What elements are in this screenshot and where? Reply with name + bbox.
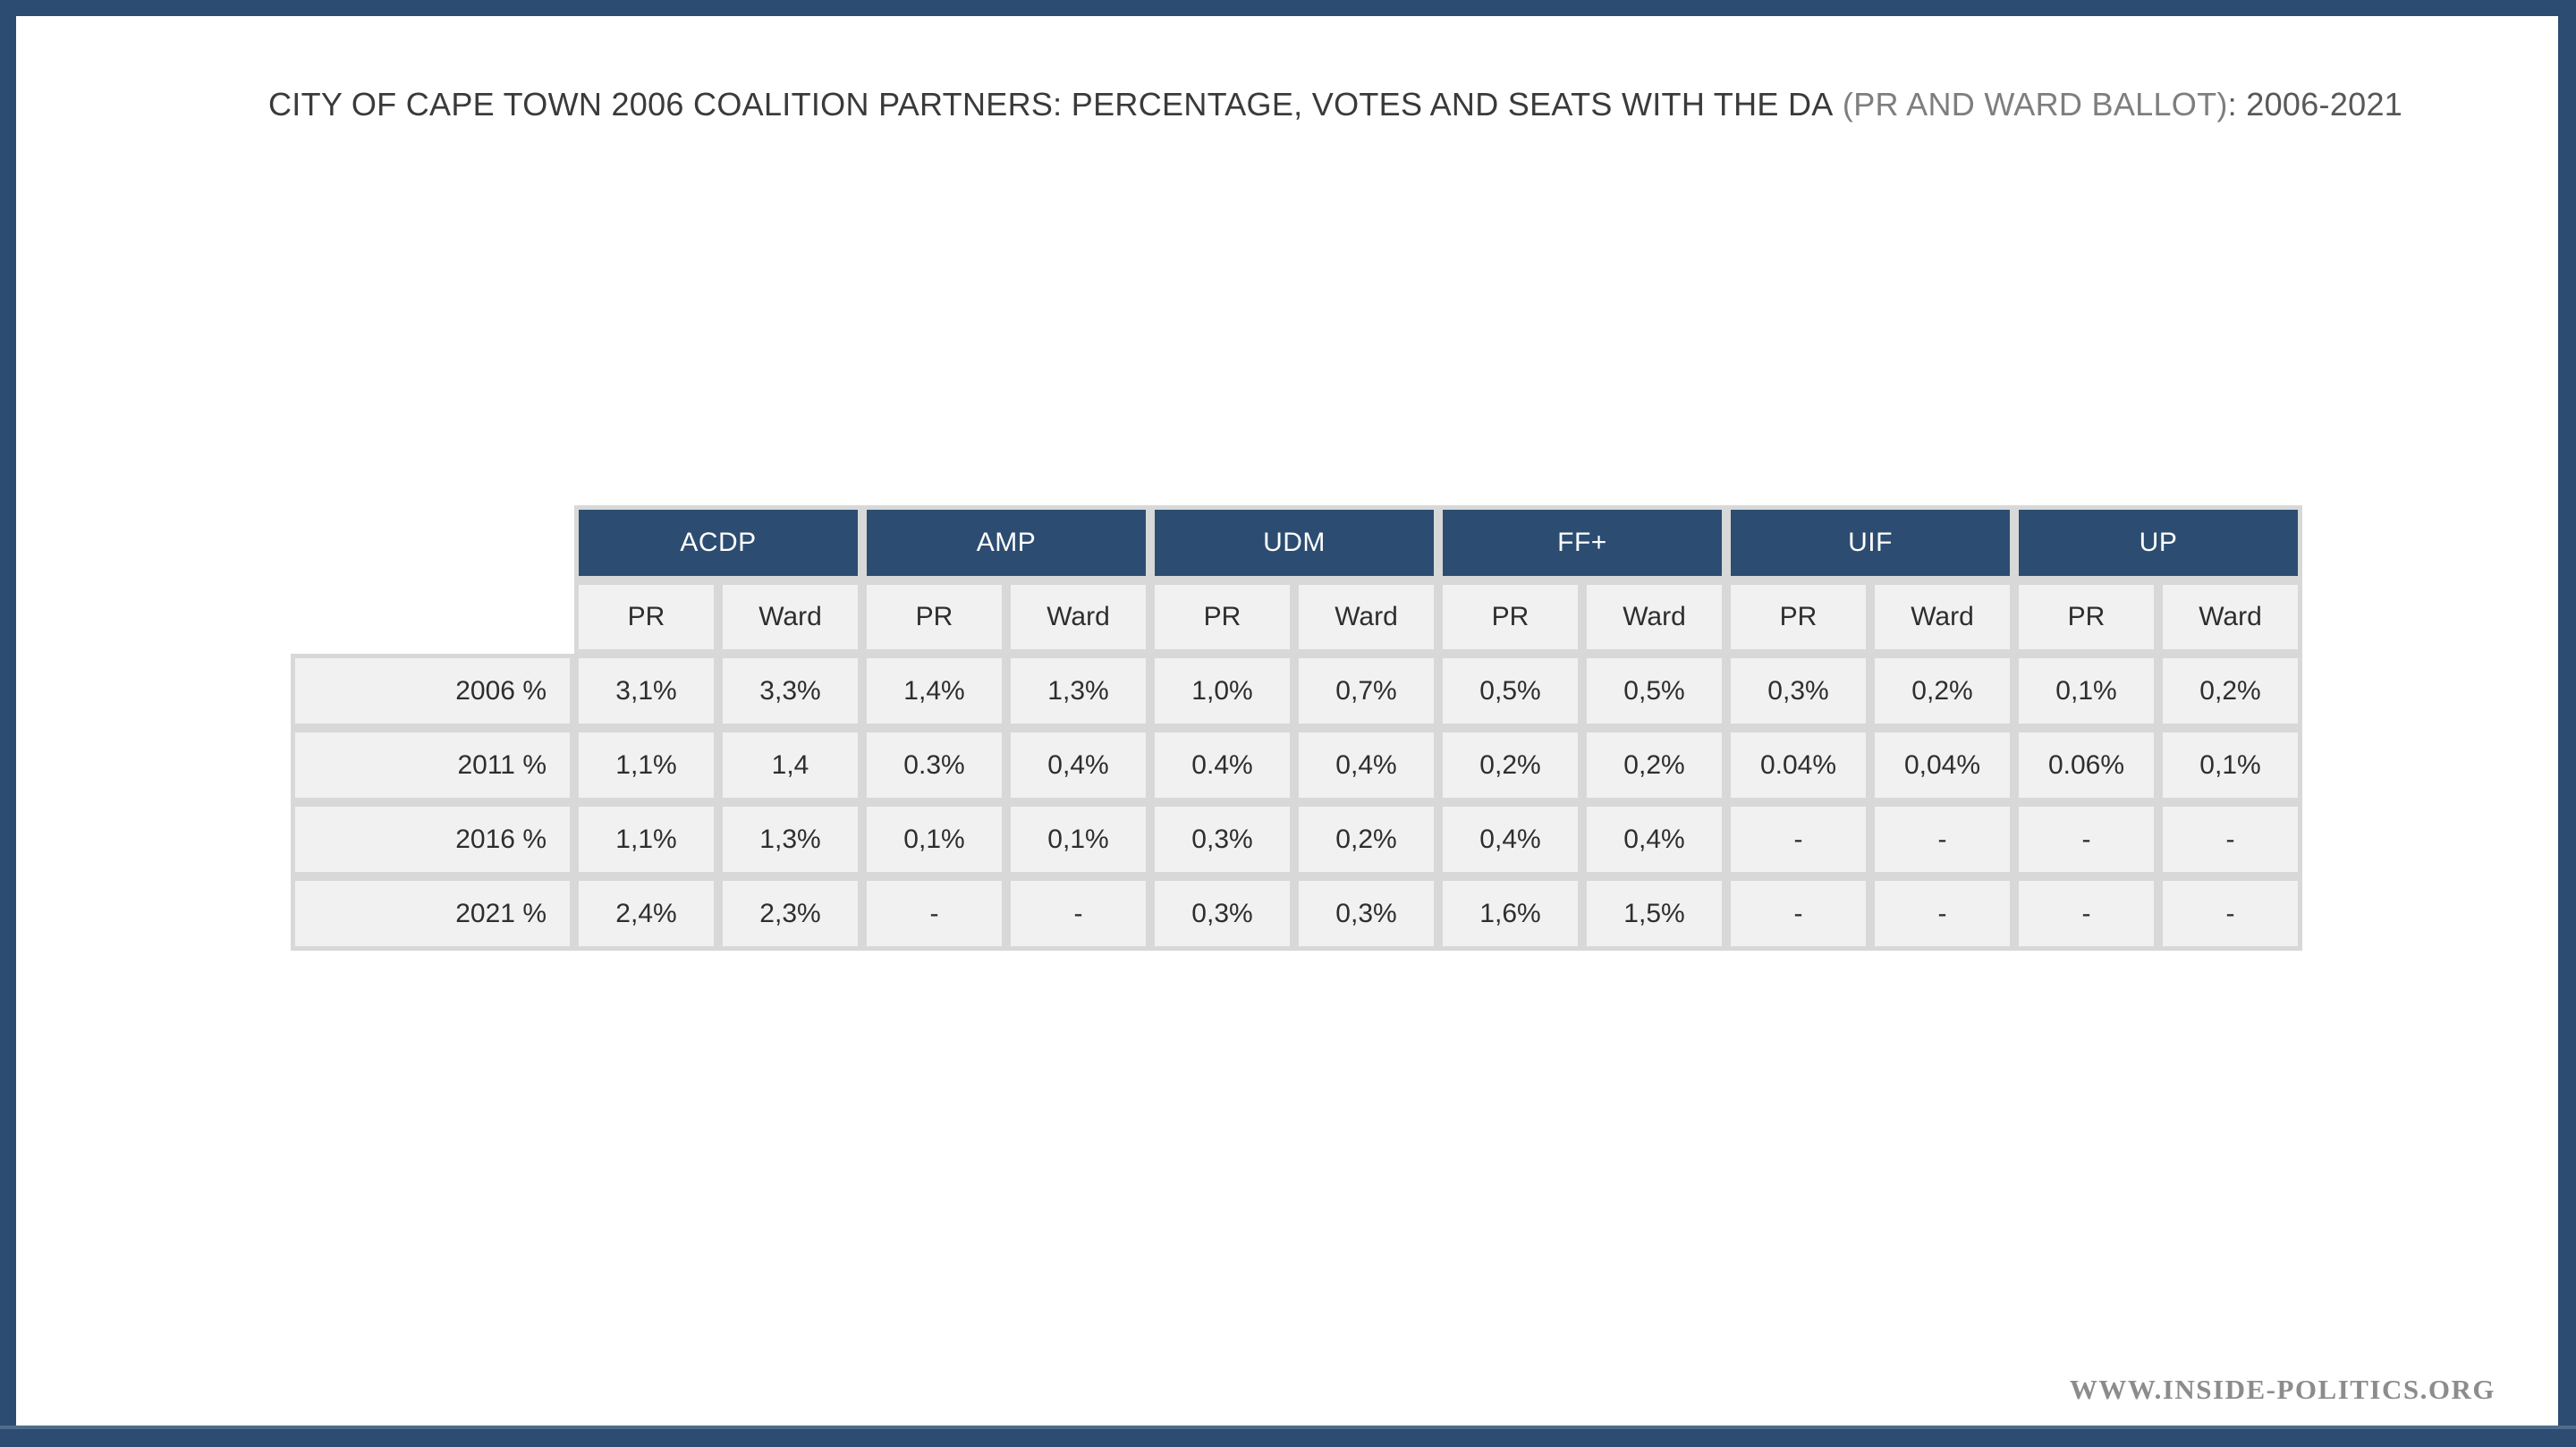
value-cell: 0,3% xyxy=(1294,876,1438,951)
value-cell: 0,4% xyxy=(1294,728,1438,802)
party-header-cell: FF+ xyxy=(1438,505,1726,580)
value-cell: 0,1% xyxy=(1006,802,1150,876)
subheader-cell: Ward xyxy=(1870,580,2014,654)
value-cell: - xyxy=(2014,876,2158,951)
slide-title: CITY OF CAPE TOWN 2006 COALITION PARTNER… xyxy=(268,86,2402,123)
subheader-cell: PR xyxy=(1438,580,1582,654)
party-header-cell: UDM xyxy=(1150,505,1438,580)
value-cell: 0,3% xyxy=(1726,654,1870,728)
frame-left-border xyxy=(0,0,16,1447)
value-cell: - xyxy=(862,876,1006,951)
value-cell: - xyxy=(1726,802,1870,876)
value-cell: 0,4% xyxy=(1438,802,1582,876)
value-cell: 1,4 xyxy=(718,728,862,802)
subheader-cell: Ward xyxy=(718,580,862,654)
subheader-cell: Ward xyxy=(1294,580,1438,654)
frame-top-border xyxy=(0,0,2576,16)
value-cell: 0,7% xyxy=(1294,654,1438,728)
year-label-cell: 2006 % xyxy=(291,654,574,728)
subheader-cell: PR xyxy=(1150,580,1294,654)
value-cell: 0,4% xyxy=(1582,802,1726,876)
value-cell: 3,3% xyxy=(718,654,862,728)
subheader-cell: Ward xyxy=(1006,580,1150,654)
subheader-cell: Ward xyxy=(2158,580,2302,654)
value-cell: 0,5% xyxy=(1582,654,1726,728)
value-cell: 2,3% xyxy=(718,876,862,951)
table-corner-spacer xyxy=(291,580,574,654)
value-cell: 0,1% xyxy=(2014,654,2158,728)
slide-title-suffix: : 2006-2021 xyxy=(2227,86,2403,123)
value-cell: 1,1% xyxy=(574,728,718,802)
frame-bottom-border xyxy=(0,1426,2576,1447)
value-cell: 0,2% xyxy=(2158,654,2302,728)
value-cell: 3,1% xyxy=(574,654,718,728)
value-cell: 1,0% xyxy=(1150,654,1294,728)
value-cell: - xyxy=(1726,876,1870,951)
value-cell: 0,2% xyxy=(1294,802,1438,876)
party-header-cell: UIF xyxy=(1726,505,2014,580)
subheader-cell: Ward xyxy=(1582,580,1726,654)
value-cell: 0,2% xyxy=(1438,728,1582,802)
value-cell: 1,3% xyxy=(718,802,862,876)
value-cell: 0,5% xyxy=(1438,654,1582,728)
watermark: WWW.INSIDE-POLITICS.ORG xyxy=(2069,1374,2496,1405)
slide-title-main: CITY OF CAPE TOWN 2006 COALITION PARTNER… xyxy=(268,86,1834,123)
subheader-cell: PR xyxy=(2014,580,2158,654)
value-cell: 0,1% xyxy=(862,802,1006,876)
value-cell: 1,1% xyxy=(574,802,718,876)
value-cell: - xyxy=(2158,802,2302,876)
coalition-table: ACDP AMP UDM FF+ UIF UP PR Ward PR Ward … xyxy=(291,505,2302,951)
value-cell: 0,1% xyxy=(2158,728,2302,802)
party-header-cell: AMP xyxy=(862,505,1150,580)
value-cell: 1,4% xyxy=(862,654,1006,728)
value-cell: 0,3% xyxy=(1150,876,1294,951)
value-cell: - xyxy=(1870,876,2014,951)
table-corner-spacer xyxy=(291,505,574,580)
value-cell: - xyxy=(1870,802,2014,876)
value-cell: 0.4% xyxy=(1150,728,1294,802)
subheader-cell: PR xyxy=(574,580,718,654)
year-label-cell: 2021 % xyxy=(291,876,574,951)
party-header-cell: ACDP xyxy=(574,505,862,580)
value-cell: 0.06% xyxy=(2014,728,2158,802)
value-cell: 2,4% xyxy=(574,876,718,951)
value-cell: 0,2% xyxy=(1582,728,1726,802)
value-cell: 0,3% xyxy=(1150,802,1294,876)
subheader-cell: PR xyxy=(862,580,1006,654)
value-cell: 0,4% xyxy=(1006,728,1150,802)
value-cell: 1,6% xyxy=(1438,876,1582,951)
slide-title-muted: (PR AND WARD BALLOT) xyxy=(1833,86,2228,123)
subheader-cell: PR xyxy=(1726,580,1870,654)
year-label-cell: 2011 % xyxy=(291,728,574,802)
value-cell: - xyxy=(2158,876,2302,951)
value-cell: 0.3% xyxy=(862,728,1006,802)
frame-right-border xyxy=(2558,0,2576,1447)
value-cell: - xyxy=(2014,802,2158,876)
value-cell: 1,5% xyxy=(1582,876,1726,951)
value-cell: 0.04% xyxy=(1726,728,1870,802)
value-cell: - xyxy=(1006,876,1150,951)
value-cell: 0,2% xyxy=(1870,654,2014,728)
value-cell: 1,3% xyxy=(1006,654,1150,728)
value-cell: 0,04% xyxy=(1870,728,2014,802)
year-label-cell: 2016 % xyxy=(291,802,574,876)
party-header-cell: UP xyxy=(2014,505,2302,580)
